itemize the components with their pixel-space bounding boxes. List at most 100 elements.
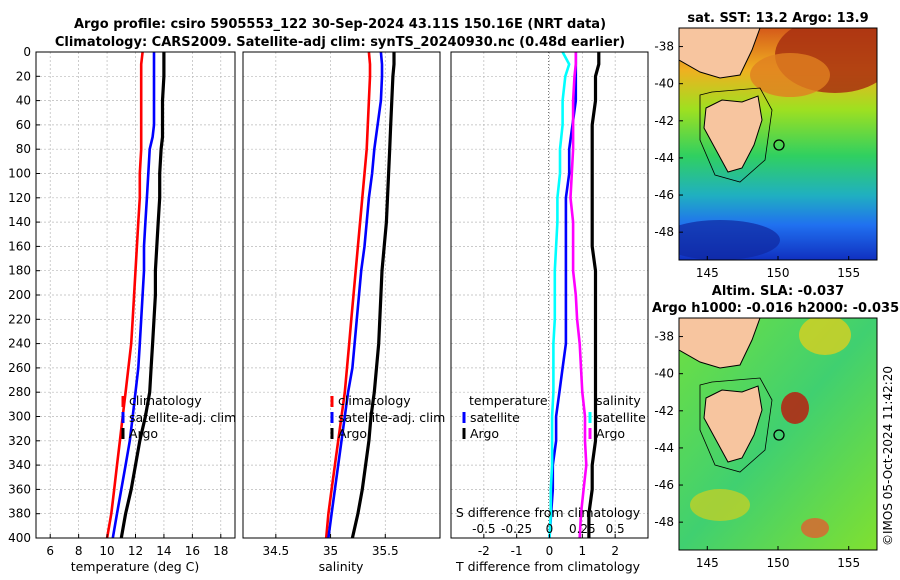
sst-map-title: sat. SST: 13.2 Argo: 13.9: [687, 11, 868, 26]
temperature-tick-labels: 6 8 10 12 14 16 18: [46, 534, 228, 558]
t-difference-tick-labels: -2 -1 0 1 2: [478, 534, 619, 558]
sst-argo-marker: [773, 139, 785, 151]
salinity-lines: [324, 51, 396, 539]
map-lon-tick-label: 150: [767, 556, 790, 570]
legend-label-temp-argo: Argo: [470, 426, 499, 441]
legend-label-argo: Argo: [338, 426, 367, 441]
x-tick-label: 16: [185, 544, 200, 558]
x-tick-label: 6: [46, 544, 54, 558]
s-diff-tick-label: 0.5: [606, 522, 625, 536]
map-lat-tick-label: -44: [654, 151, 674, 165]
figure-title-line1: Argo profile: csiro 5905553_122 30-Sep-2…: [74, 17, 606, 32]
depth-tick-label: 100: [8, 167, 31, 181]
map-lon-tick-label: 150: [767, 266, 790, 280]
legend-label-sal-satellite: satellite: [596, 410, 646, 425]
x-tick-label: 8: [75, 544, 83, 558]
depth-tick-label: 200: [8, 288, 31, 302]
sla-yellow-patch-south: [690, 489, 750, 521]
depth-tick-label: 400: [8, 531, 31, 545]
legend-label-argo: Argo: [129, 426, 158, 441]
legend-title-salinity: salinity: [596, 393, 641, 408]
legend-title-temperature: temperature: [469, 393, 548, 408]
map-lon-tick-label: 155: [837, 266, 860, 280]
sla-argo-marker: [773, 429, 785, 441]
depth-tick-label: 140: [8, 215, 31, 229]
difference-legend-temperature: temperature satellite Argo: [462, 393, 548, 441]
x-tick-label: 35.5: [372, 544, 399, 558]
salinity-xlabel: salinity: [319, 559, 364, 574]
series-line-salinity-satellite: [548, 51, 571, 539]
map-lat-tick-label: -48: [654, 515, 674, 529]
temperature-legend: climatology satellite-adj. clim Argo: [121, 393, 236, 441]
t-difference-xlabel: T difference from climatology: [455, 559, 641, 574]
salinity-legend: climatology satellite-adj. clim Argo: [330, 393, 445, 441]
sst-warm-band: [750, 53, 830, 97]
map-lat-tick-label: -44: [654, 441, 674, 455]
difference-lines: [548, 51, 601, 539]
x-tick-label: 34.5: [262, 544, 289, 558]
mainland-coast: [679, 318, 761, 369]
legend-label-climatology: climatology: [338, 393, 411, 408]
sla-field: [679, 318, 877, 550]
depth-tick-label: 20: [16, 69, 31, 83]
depth-tick-label: 160: [8, 239, 31, 253]
legend-label-temp-satellite: satellite: [470, 410, 520, 425]
depth-tick-labels: 0 20 40 60 80 100 120 140 160 180 200 220 240 260 280 3…: [8, 45, 40, 545]
x-tick-label: 10: [99, 544, 114, 558]
s-diff-tick-label: 0: [546, 522, 554, 536]
s-difference-tick-labels: -0.5 -0.25 0 0.25 0.5: [472, 522, 625, 536]
depth-tick-label: 340: [8, 458, 31, 472]
sla-map-title: Altim. SLA: -0.037: [712, 284, 844, 299]
map-lat-tick-label: -42: [654, 404, 674, 418]
depth-tick-label: 180: [8, 264, 31, 278]
map-lon-tick-label: 155: [837, 556, 860, 570]
x-tick-label: 12: [128, 544, 143, 558]
sla-map: Altim. SLA: -0.037 Argo h1000: -0.016 h2…: [652, 284, 899, 570]
sst-lon-tick-labels: 145 150 155: [696, 256, 860, 280]
sla-map-subtitle: Argo h1000: -0.016 h2000: -0.035: [652, 301, 899, 316]
depth-tick-label: 300: [8, 410, 31, 424]
x-tick-label: 0: [546, 544, 554, 558]
figure-title-line2: Climatology: CARS2009. Satellite-adj cli…: [55, 35, 625, 50]
salinity-tick-labels: 34.5 35 35.5: [262, 534, 399, 558]
depth-tick-label: 260: [8, 361, 31, 375]
mainland-coast: [679, 28, 761, 79]
x-tick-label: -2: [478, 544, 490, 558]
s-diff-tick-label: -0.5: [472, 522, 495, 536]
series-line-argo: [350, 52, 396, 539]
sst-cold-patch: [679, 220, 780, 260]
depth-tick-label: 0: [23, 45, 31, 59]
difference-panel: -2 -1 0 1 2 -0.5 -0.25 0 0.25 0.5 S difference f…: [450, 51, 649, 574]
s-diff-tick-label: -0.25: [501, 522, 532, 536]
imos-timestamp: ©IMOS 05-Oct-2024 11:42:20: [881, 366, 895, 546]
map-lat-tick-label: -40: [654, 367, 674, 381]
tasmania-landmass: [703, 95, 763, 173]
map-lat-tick-label: -42: [654, 114, 674, 128]
salinity-grid: [243, 51, 440, 539]
series-line-temperature-argo: [587, 52, 601, 538]
series-line-salinity-argo: [569, 52, 588, 539]
map-lat-tick-label: -38: [654, 40, 674, 54]
depth-tick-label: 80: [16, 142, 31, 156]
s-difference-xlabel: S difference from climatology: [456, 505, 641, 520]
tasmania-landmass: [703, 385, 763, 463]
series-line-climatology: [105, 51, 144, 539]
x-tick-label: 14: [156, 544, 171, 558]
depth-tick-label: 320: [8, 434, 31, 448]
depth-tick-label: 60: [16, 118, 31, 132]
difference-grid: [451, 51, 648, 539]
sst-field: [679, 28, 877, 260]
shelf-contour: [699, 87, 773, 183]
sla-yellow-patch: [799, 318, 851, 355]
legend-label-climatology: climatology: [129, 393, 202, 408]
map-lat-tick-label: -40: [654, 77, 674, 91]
s-diff-tick-label: 0.25: [569, 522, 596, 536]
x-tick-label: 2: [611, 544, 619, 558]
x-tick-label: 18: [213, 544, 228, 558]
depth-tick-label: 240: [8, 337, 31, 351]
depth-tick-label: 120: [8, 191, 31, 205]
sla-high-eddy: [781, 392, 809, 424]
depth-tick-label: 40: [16, 94, 31, 108]
depth-tick-label: 280: [8, 385, 31, 399]
